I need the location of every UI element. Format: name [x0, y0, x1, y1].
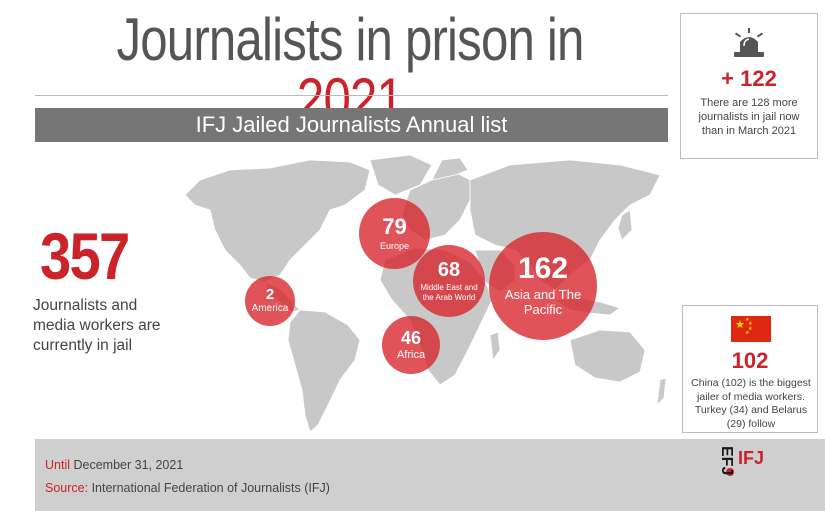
- bubble-number: 79: [382, 213, 407, 239]
- source-value: International Federation of Journalists …: [91, 481, 330, 495]
- australia-shape: [569, 329, 646, 383]
- bubble-middle-east: 68 Middle East and the Arab World: [413, 245, 485, 317]
- increase-value: + 122: [721, 66, 777, 91]
- title-divider: [35, 95, 668, 96]
- svg-text:EFJ: EFJ: [718, 446, 735, 475]
- bubble-number: 162: [517, 252, 569, 286]
- china-value: 102: [731, 348, 769, 373]
- japan-shape: [617, 209, 633, 241]
- bubble-america: 2 America: [245, 276, 295, 326]
- greenland-shape: [369, 154, 433, 196]
- bubble-number: 46: [400, 327, 422, 348]
- total-jailed-caption: Journalists and media workers are curren…: [33, 297, 161, 354]
- total-jailed-number: 357: [40, 219, 130, 293]
- china-flag: ★ ★ ★ ★ ★: [731, 316, 771, 342]
- bubble-europe: 79 Europe: [359, 198, 430, 269]
- bubble-label: America: [251, 303, 289, 315]
- footer-source: Source: International Federation of Jour…: [45, 481, 330, 495]
- bubble-number: 68: [437, 259, 461, 282]
- bubble-label: Middle East and the Arab World: [420, 283, 478, 302]
- scandinavia-shape: [431, 157, 469, 181]
- until-value: December 31, 2021: [73, 458, 184, 472]
- south-america-shape: [287, 309, 361, 433]
- madagascar-shape: [489, 331, 501, 362]
- footer: Until December 31, 2021 Source: Internat…: [35, 439, 825, 511]
- bubble-label: Asia and The Pacific: [504, 287, 582, 317]
- new-zealand-shape: [656, 377, 667, 407]
- increase-card: + 122 There are 128 more journalists in …: [680, 13, 818, 159]
- svg-text:IFJ: IFJ: [738, 448, 764, 468]
- north-america-shape: [184, 159, 371, 283]
- source-label: Source:: [45, 481, 89, 495]
- bubble-number: 2: [265, 286, 275, 304]
- china-text: China (102) is the biggest jailer of med…: [691, 377, 811, 430]
- bubble-asia-pacific: 162 Asia and The Pacific: [489, 232, 597, 340]
- ifj-logo: IFJ EFJ FIP: [718, 446, 764, 476]
- bubble-label: Europe: [379, 240, 410, 251]
- siren-icon: [734, 28, 764, 57]
- title-main: Journalists in prison in: [116, 6, 584, 73]
- until-label: Until: [45, 458, 71, 472]
- footer-until: Until December 31, 2021: [45, 458, 183, 472]
- subtitle-banner: IFJ Jailed Journalists Annual list: [35, 108, 668, 142]
- bubble-label: Africa: [396, 348, 426, 361]
- bubble-africa: 46 Africa: [382, 316, 440, 374]
- china-card: ★ ★ ★ ★ ★ 102 China (102) is the biggest…: [682, 305, 818, 433]
- increase-text: There are 128 more journalists in jail n…: [698, 97, 800, 137]
- page-title: Journalists in prison in 2021: [63, 10, 637, 130]
